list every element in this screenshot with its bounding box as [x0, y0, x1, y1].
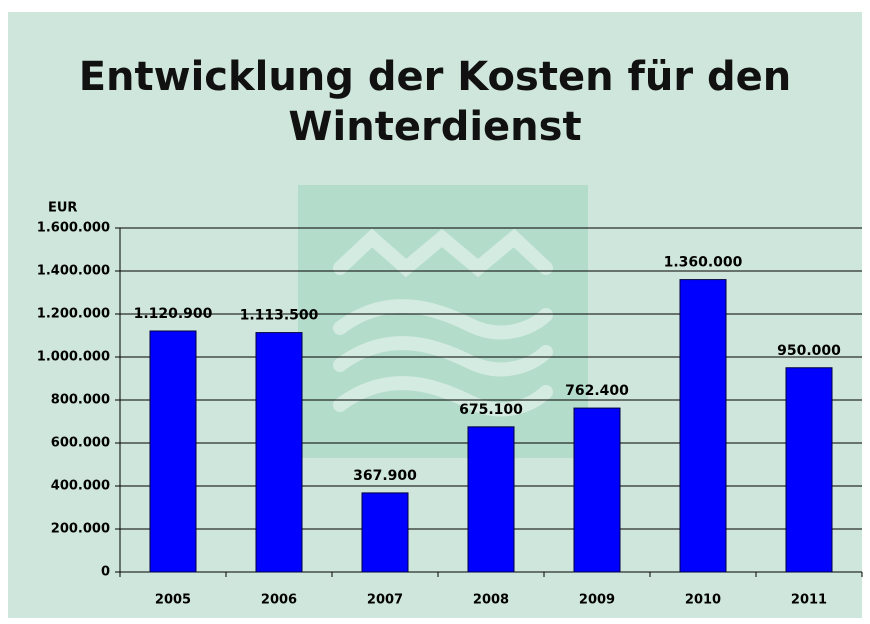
y-axis-label: EUR — [48, 201, 77, 216]
bar — [149, 330, 197, 573]
x-tick-label: 2008 — [473, 593, 509, 608]
chart-title: Entwicklung der Kosten für den Winterdie… — [78, 54, 792, 150]
bar — [361, 492, 409, 573]
x-tick-label: 2009 — [579, 593, 615, 608]
watermark-logo — [298, 185, 588, 458]
bar — [679, 279, 727, 573]
value-label: 950.000 — [777, 343, 841, 359]
y-tick-label: 200.000 — [51, 522, 110, 537]
x-tick-label: 2007 — [367, 593, 403, 608]
value-label: 762.400 — [565, 383, 629, 399]
value-label: 1.113.500 — [240, 308, 319, 324]
y-tick-label: 400.000 — [51, 479, 110, 494]
x-tick-label: 2006 — [261, 593, 297, 608]
y-tick-label: 600.000 — [51, 436, 110, 451]
y-tick-label: 1.400.000 — [37, 264, 110, 279]
y-tick-label: 1.600.000 — [37, 221, 110, 236]
bar — [467, 426, 515, 573]
y-tick-label: 1.200.000 — [37, 307, 110, 322]
y-tick-label: 0 — [101, 565, 110, 580]
value-label: 1.360.000 — [664, 255, 743, 271]
x-tick-label: 2010 — [685, 593, 721, 608]
value-label: 1.120.900 — [134, 306, 213, 322]
bar — [255, 332, 303, 573]
y-tick-label: 1.000.000 — [37, 350, 110, 365]
bar — [573, 407, 621, 573]
x-tick-label: 2011 — [791, 593, 827, 608]
x-tick-label: 2005 — [155, 593, 191, 608]
bar — [785, 367, 833, 573]
y-tick-label: 800.000 — [51, 393, 110, 408]
value-label: 675.100 — [459, 402, 523, 418]
value-label: 367.900 — [353, 468, 417, 484]
